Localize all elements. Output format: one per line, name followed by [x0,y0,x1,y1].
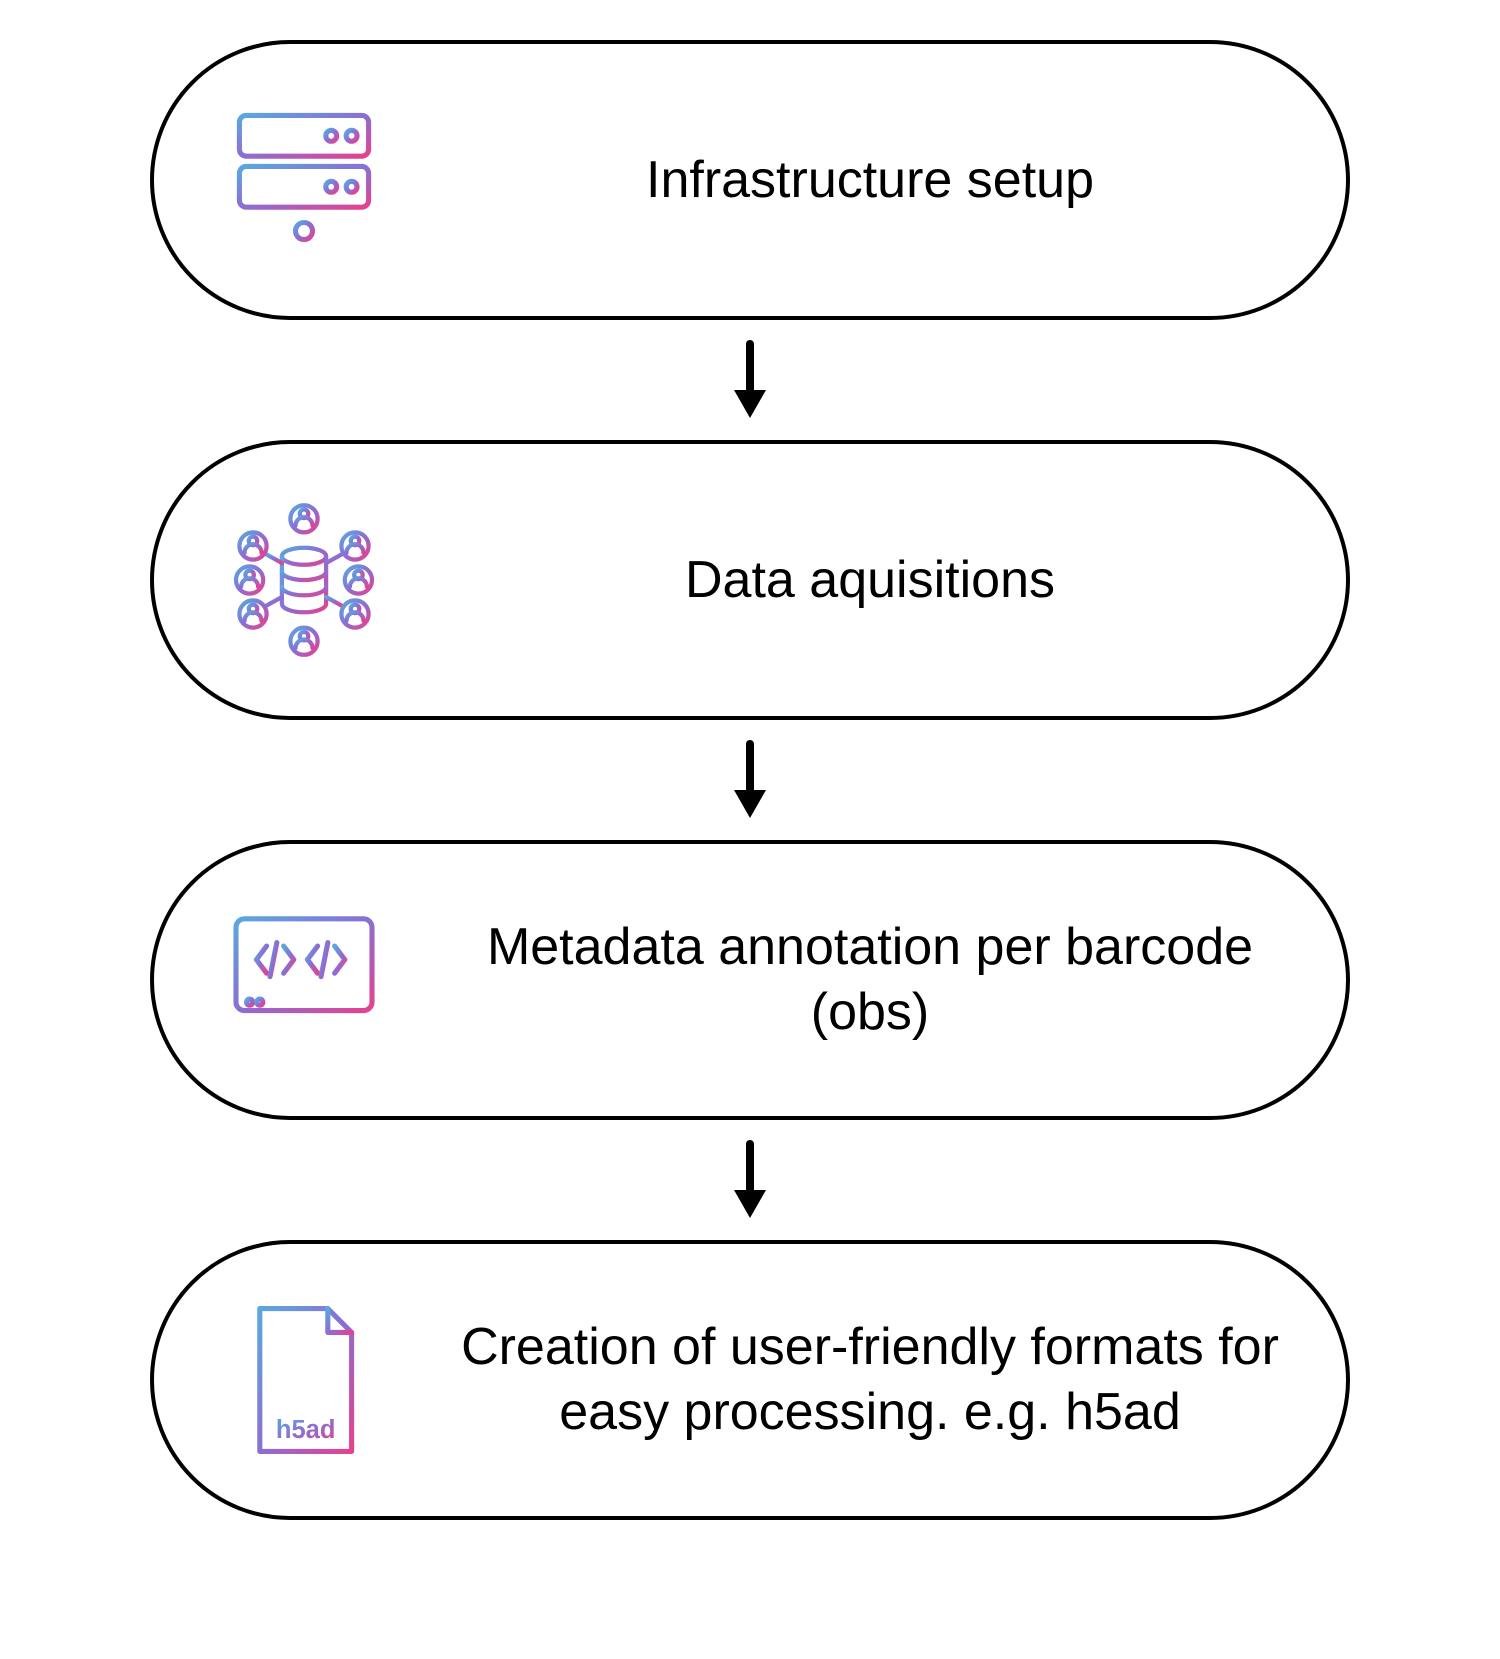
flow-node-label: Creation of user-friendly formats for ea… [454,1315,1286,1445]
file-format-label: h5ad [276,1416,336,1444]
flow-arrow [720,730,780,830]
flow-node-annotation: Metadata annotation per barcode (obs) [150,840,1350,1120]
network-people-icon [214,495,394,665]
flow-node-acquisition: Data aquisitions [150,440,1350,720]
monitor-code-icon [214,895,394,1065]
flow-node-infrastructure: Infrastructure setup [150,40,1350,320]
flow-node-label: Infrastructure setup [454,148,1286,213]
flow-node-label: Data aquisitions [454,548,1286,613]
flow-node-formats: h5ad Creation of user-friendly formats f… [150,1240,1350,1520]
flow-arrow [720,1130,780,1230]
flow-arrow [720,330,780,430]
server-icon [214,95,394,265]
flowchart: Infrastructure setup [150,40,1350,1520]
file-h5ad-icon: h5ad [214,1295,394,1465]
flow-node-label: Metadata annotation per barcode (obs) [454,915,1286,1045]
